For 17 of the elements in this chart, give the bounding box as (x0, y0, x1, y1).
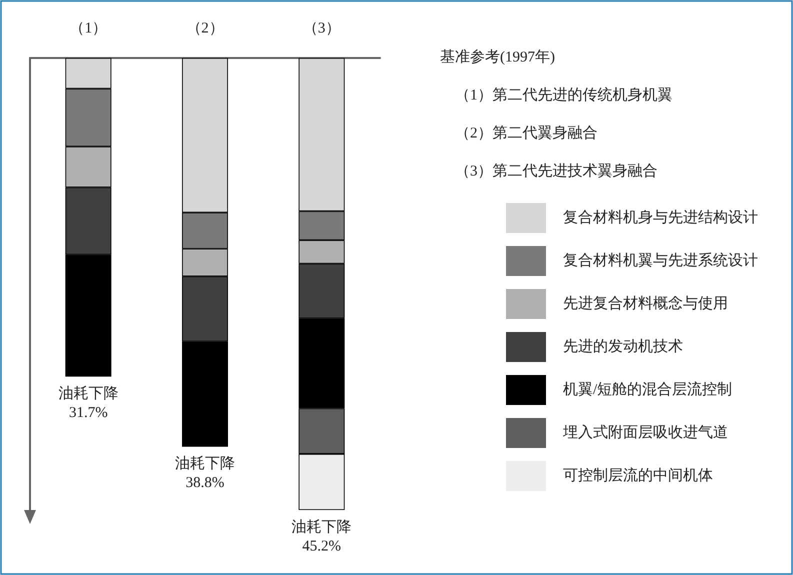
legend-label: 复合材料机身与先进结构设计 (563, 209, 758, 226)
text: （1）第二代先进的传统机身机翼 (455, 86, 672, 104)
x-tick-label: （3） (302, 20, 340, 36)
x-tick-label: （2） (186, 20, 224, 36)
x-tick-label: （1） (70, 20, 108, 36)
legend-label: 复合材料机翼与先进系统设计 (563, 252, 758, 269)
total-label: 油耗下降 38.8% (175, 455, 235, 492)
legend-label: 先进的发动机技术 (563, 338, 683, 355)
text: （2）第二代翼身融合 (455, 124, 598, 142)
text: （3）第二代先进技术翼身融合 (455, 162, 658, 180)
legend-label: 可控制层流的中间机体 (563, 467, 713, 484)
total-label: 油耗下降 31.7% (58, 385, 118, 422)
legend-title: 基准参考(1997年) (440, 48, 555, 66)
total-label: 油耗下降 45.2% (292, 518, 352, 554)
legend-label: 埋入式附面层吸收进气道 (562, 424, 728, 441)
legend-label: 先进复合材料概念与使用 (563, 295, 728, 312)
legend-label: 机翼/短舱的混合层流控制 (563, 381, 732, 398)
